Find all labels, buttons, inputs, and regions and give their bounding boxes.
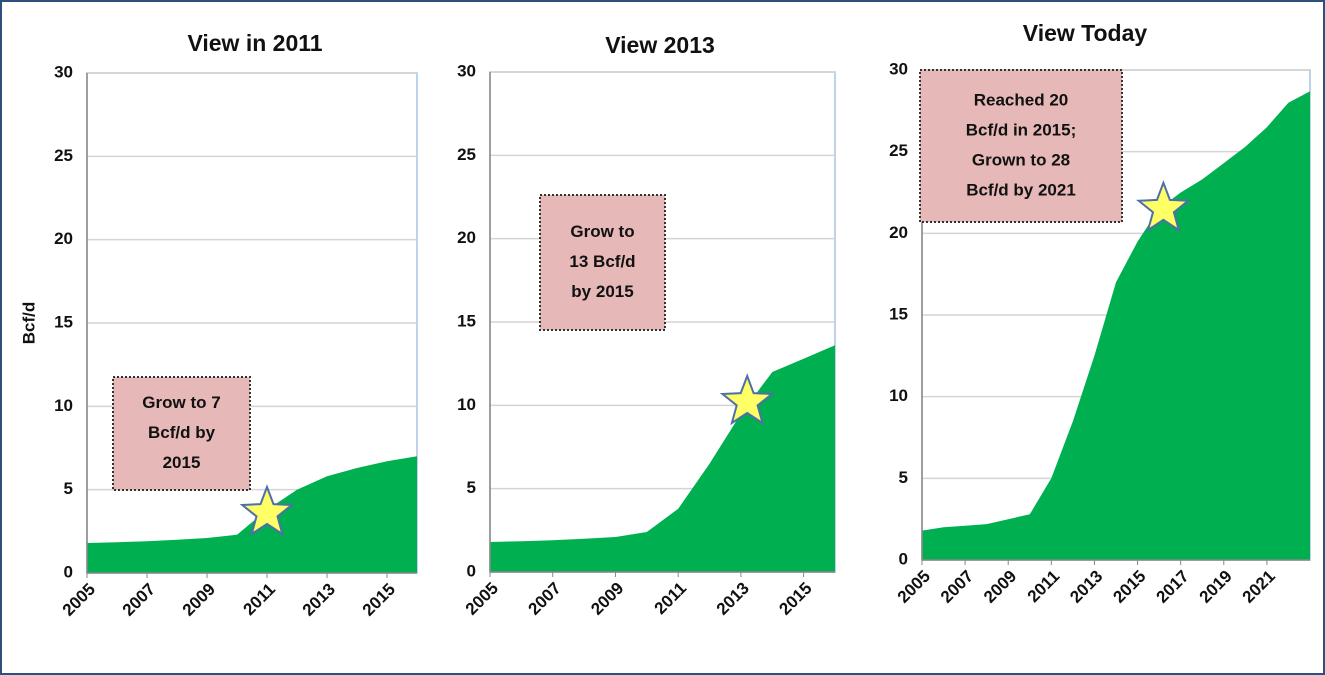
chart-title: View Today	[1023, 20, 1148, 46]
y-tick-label: 20	[54, 229, 73, 248]
annotation-text: Grow to 7	[142, 393, 220, 412]
y-tick-label: 15	[457, 311, 476, 330]
y-tick-label: 10	[54, 396, 73, 415]
y-axis-label: Bcf/d	[19, 302, 38, 345]
y-tick-label: 25	[457, 145, 476, 164]
y-tick-label: 20	[457, 228, 476, 247]
annotation-text: Bcf/d by	[148, 423, 216, 442]
star	[239, 484, 295, 537]
y-tick-label: 25	[889, 141, 908, 160]
y-tick-label: 5	[64, 479, 73, 498]
y-tick-label: 15	[54, 312, 73, 331]
annotation-box	[539, 194, 666, 331]
annotation-text: Bcf/d in 2015;	[966, 120, 1077, 139]
y-tick-label: 30	[457, 61, 476, 80]
annotation-text: Bcf/d by 2021	[966, 180, 1076, 199]
star	[1136, 179, 1191, 233]
area	[490, 345, 835, 572]
y-tick-label: 30	[54, 62, 73, 81]
chart-title: View in 2011	[187, 30, 322, 56]
y-tick-label: 0	[64, 562, 73, 581]
annotation-text: by 2015	[571, 282, 633, 301]
annotation-box	[112, 376, 251, 491]
y-tick-label: 5	[899, 468, 908, 487]
y-tick-label: 15	[889, 304, 908, 323]
annotation-text: Grow to	[570, 222, 634, 241]
y-tick-label: 10	[889, 386, 908, 405]
area	[922, 91, 1310, 560]
annotation-text: 2015	[163, 453, 201, 472]
star	[719, 373, 775, 426]
y-tick-label: 25	[54, 146, 73, 165]
y-tick-label: 30	[889, 59, 908, 78]
annotation-text: Reached 20	[974, 90, 1069, 109]
annotation-text: 13 Bcf/d	[569, 252, 635, 271]
y-tick-label: 20	[889, 223, 908, 242]
annotation-box	[919, 69, 1123, 223]
y-tick-label: 0	[467, 561, 476, 580]
area	[87, 456, 417, 573]
y-tick-label: 5	[467, 478, 476, 497]
y-tick-label: 10	[457, 395, 476, 414]
chart-title: View 2013	[605, 32, 715, 58]
annotation-text: Grown to 28	[972, 150, 1070, 169]
y-tick-label: 0	[899, 549, 908, 568]
